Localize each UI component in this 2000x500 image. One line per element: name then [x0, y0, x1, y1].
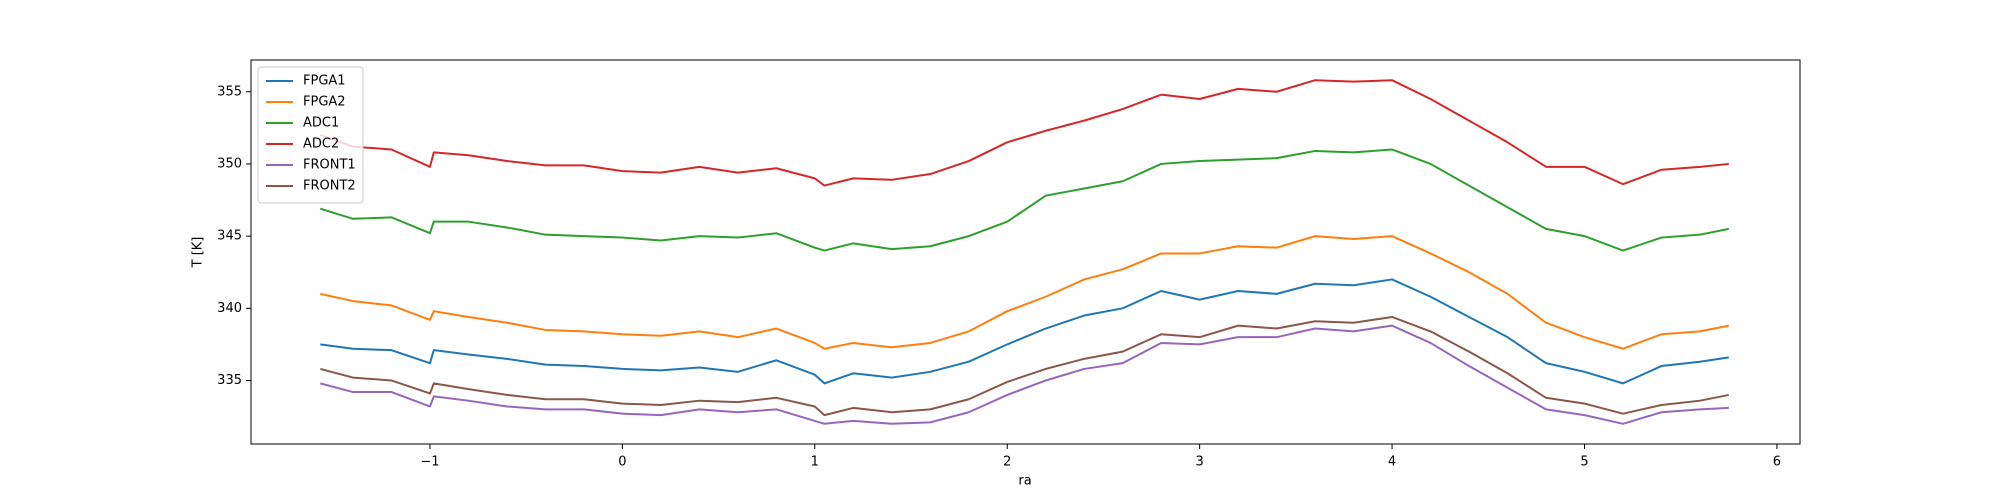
legend-label: FPGA1 [303, 74, 346, 89]
x-tick-label: −1 [420, 455, 439, 470]
series-line [319, 148, 1729, 252]
y-axis-label: T [K] [191, 237, 206, 269]
legend-label: ADC1 [303, 116, 339, 131]
legend-label: FRONT2 [303, 179, 356, 194]
legend-label: ADC2 [303, 137, 339, 152]
y-tick-label: 335 [217, 373, 242, 388]
x-tick-label: 1 [811, 455, 819, 470]
series-line [320, 324, 1729, 425]
x-tick-label: 5 [1580, 455, 1588, 470]
series-line [320, 315, 1729, 417]
y-tick-label: 350 [217, 156, 242, 171]
y-tick-label: 355 [217, 84, 242, 99]
x-tick-label: 4 [1388, 455, 1396, 470]
legend-label: FRONT1 [303, 158, 356, 173]
y-tick-label: 340 [217, 301, 242, 316]
x-tick-label: 0 [618, 455, 626, 470]
x-tick-label: 2 [1003, 455, 1011, 470]
plot-frame [250, 59, 1801, 445]
series-line [320, 278, 1729, 385]
series-line [320, 235, 1729, 350]
legend-label: FPGA2 [303, 95, 346, 110]
y-tick-label: 345 [217, 229, 242, 244]
series-line [319, 79, 1729, 187]
x-axis-label: ra [1018, 474, 1031, 489]
x-tick-label: 6 [1773, 455, 1781, 470]
x-tick-label: 3 [1196, 455, 1204, 470]
